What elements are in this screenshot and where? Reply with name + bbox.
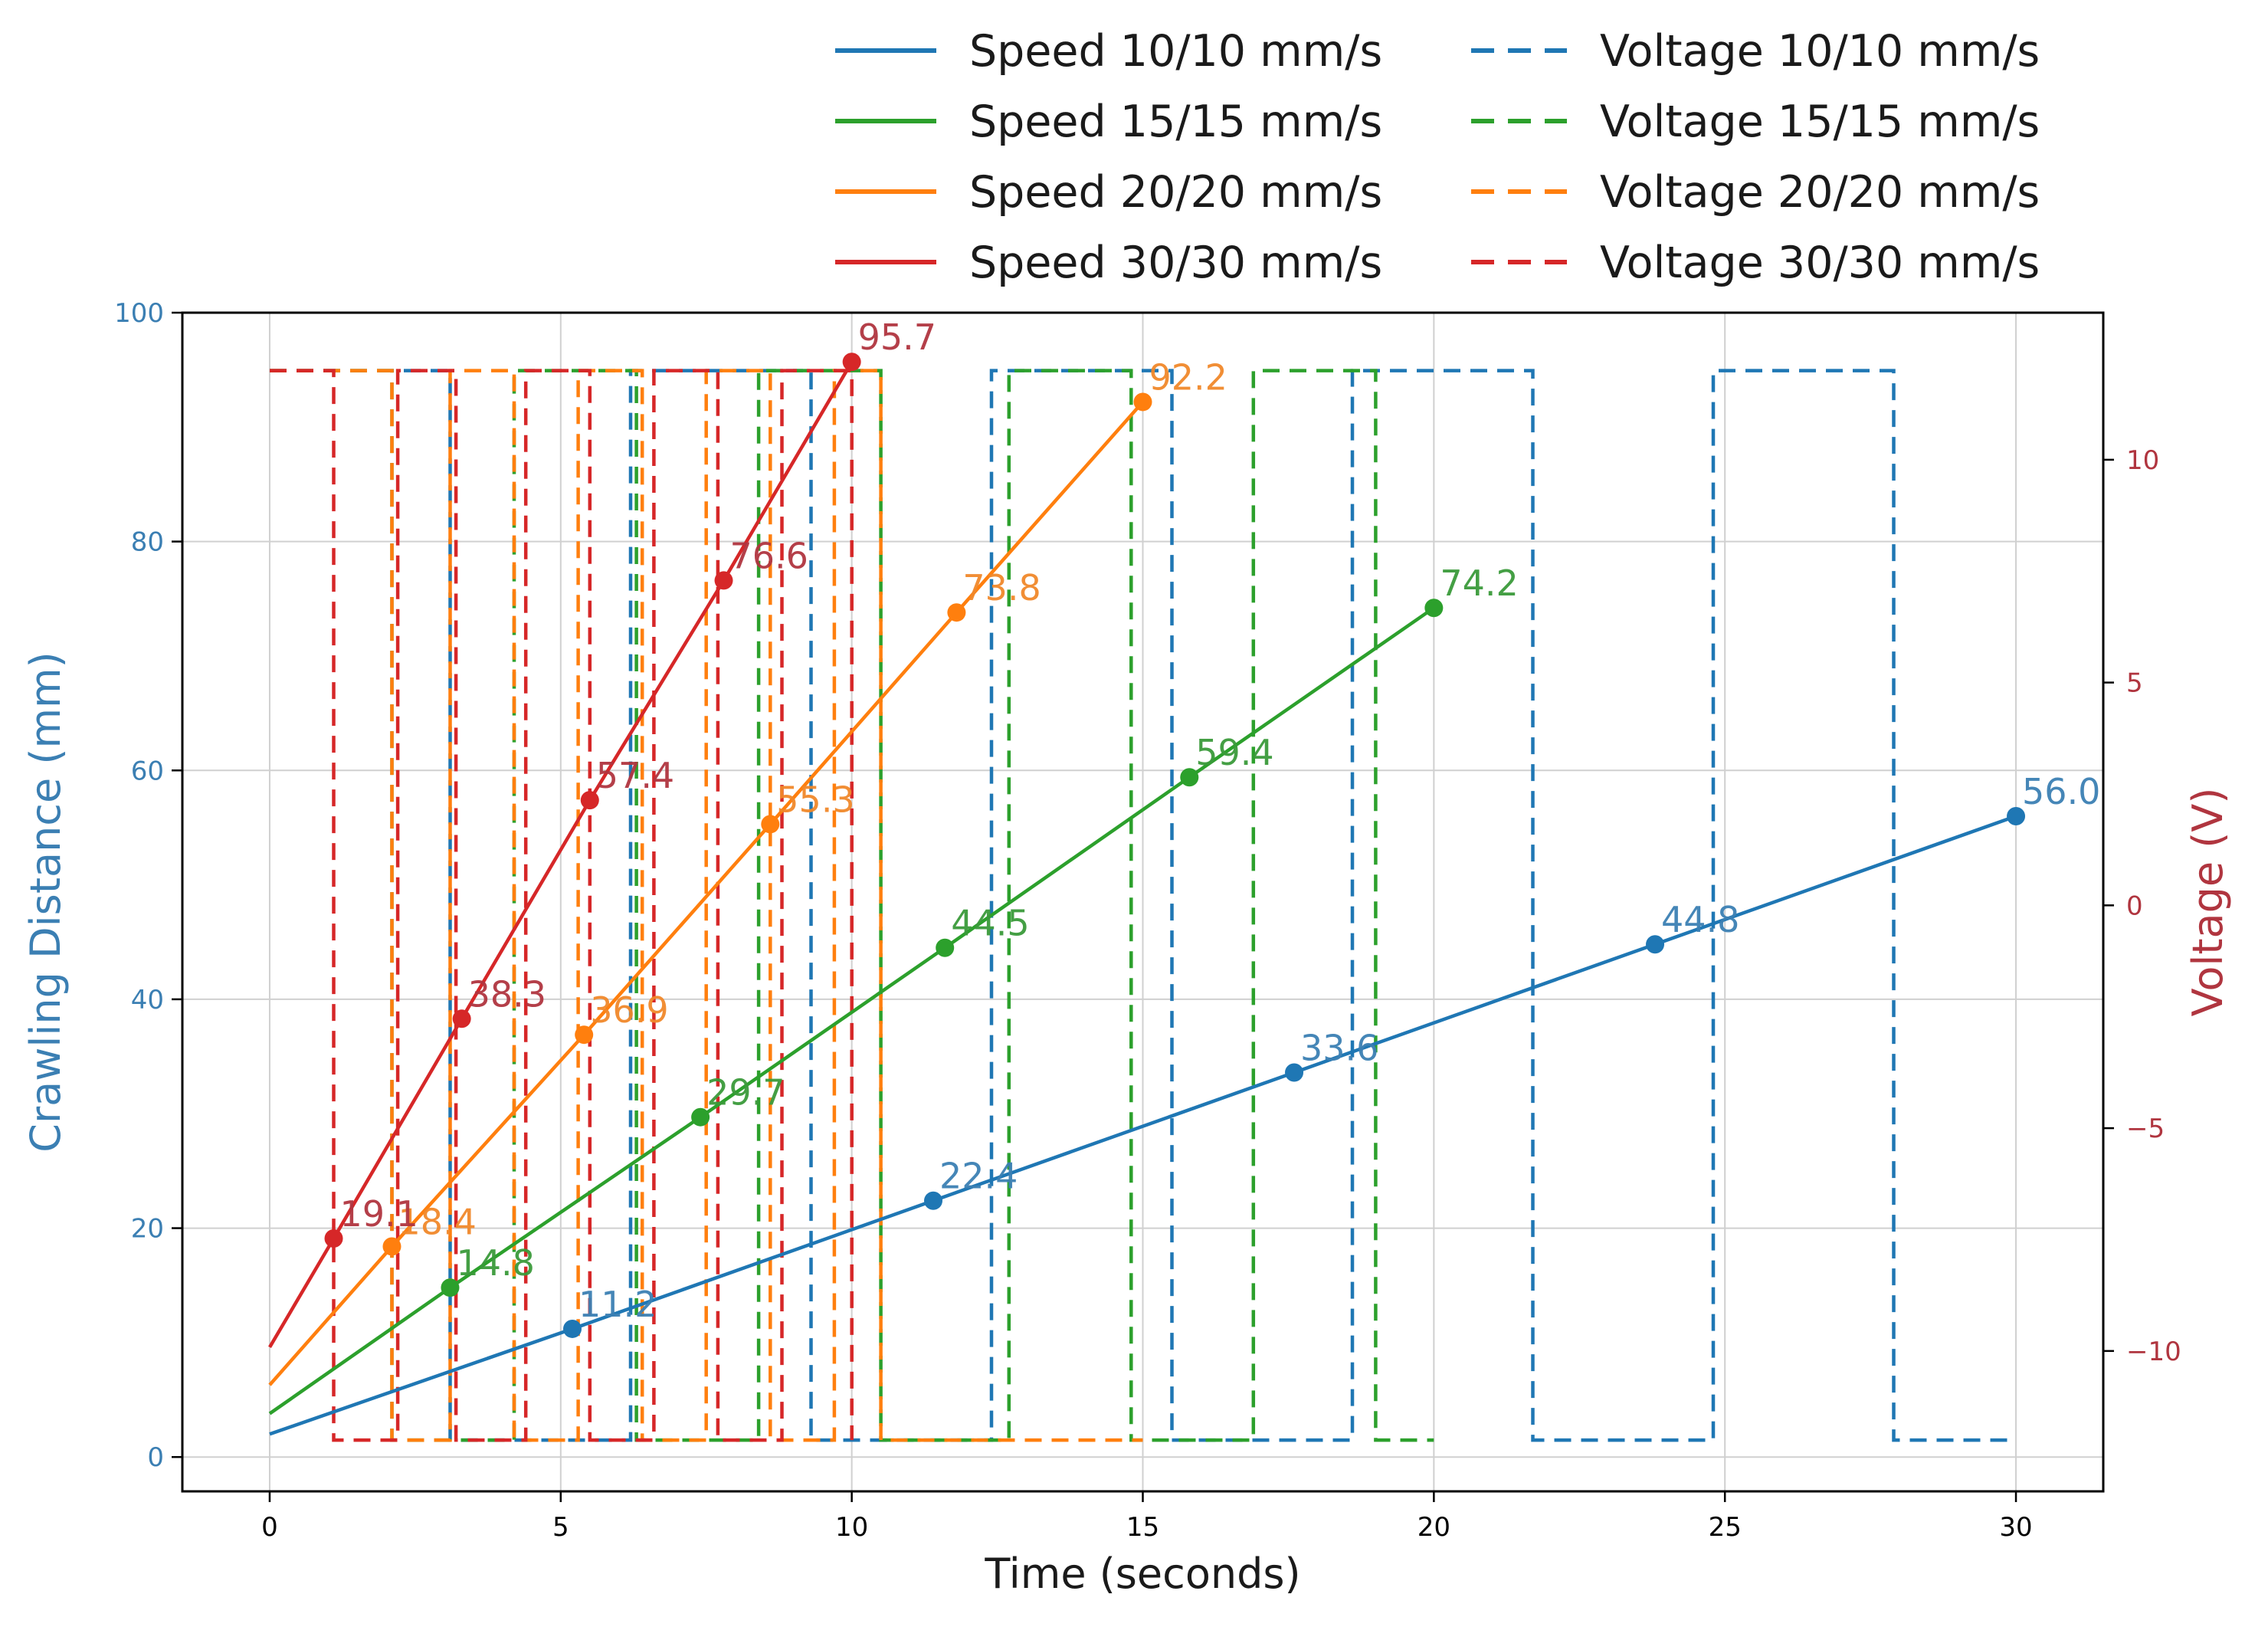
speed-series-1-point-4 [1424,599,1444,618]
data-label: 56.0 [2022,771,2100,812]
legend-entry: Voltage 30/30 mm/s [1600,238,2040,288]
voltage-series-0 [270,369,2016,1442]
y-left-axis-title: Crawling Distance (mm) [21,651,70,1152]
speed-series-line-0 [269,814,2017,1436]
y-right-axis-title: Voltage (V) [2184,788,2232,1017]
speed-series-2-point-3 [947,603,966,622]
speed-series-line-1 [268,606,1435,1415]
speed-series-line-3 [268,361,854,1349]
y-left-tick-label: 20 [131,1214,164,1245]
data-label: 22.4 [939,1156,1018,1197]
speed-series-1-point-3 [1180,768,1199,787]
speed-series-3-point-1 [452,1009,471,1028]
speed-series-1-point-1 [691,1107,710,1127]
x-tick-label: 15 [1126,1512,1159,1543]
speed-series-0-point-0 [562,1319,582,1338]
data-label: 18.4 [398,1201,476,1242]
x-tick-label: 25 [1709,1512,1742,1543]
speed-series-1-point-0 [441,1278,460,1297]
y-right-tick-label: 10 [2126,445,2159,476]
x-tick-label: 0 [261,1512,278,1543]
speed-series-3-point-0 [324,1229,343,1248]
y-right-tick-label: −10 [2126,1337,2181,1367]
speed-series-3-point-3 [714,571,733,590]
y-right-tick-label: 0 [2126,891,2143,921]
data-label: 57.4 [596,755,674,796]
y-left-tick-label: 60 [131,756,164,786]
data-label: 38.3 [468,973,546,1015]
speed-series-2-point-4 [1133,392,1152,412]
speed-series-3-point-2 [580,791,599,810]
y-left-tick-label: 100 [114,298,164,329]
data-label: 14.8 [456,1242,534,1284]
legend-entry: Voltage 10/10 mm/s [1600,26,2040,77]
legend-entry: Speed 30/30 mm/s [969,238,1382,288]
x-tick-label: 30 [1999,1512,2032,1543]
data-label: 36.9 [590,989,668,1031]
data-label: 11.2 [578,1284,657,1325]
voltage-layer [270,369,2016,1442]
legend-entry: Voltage 15/15 mm/s [1600,97,2040,147]
speed-layer [268,353,2026,1436]
y-right-tick-label: 5 [2126,668,2143,699]
legend: Speed 10/10 mm/s Speed 15/15 mm/s Speed 20… [835,26,2040,288]
speed-series-2-point-0 [382,1237,401,1256]
voltage-series-1 [270,369,1434,1442]
speed-series-1-point-2 [936,938,955,957]
legend-entry: Speed 20/20 mm/s [969,167,1382,218]
x-axis-title: Time (seconds) [984,1550,1300,1598]
data-label: 73.8 [962,567,1041,608]
speed-series-0-point-2 [1285,1063,1304,1082]
data-label: 44.5 [951,903,1029,944]
speed-series-2-point-2 [761,815,780,834]
data-label: 29.7 [706,1072,785,1114]
speed-series-3-point-4 [842,353,861,372]
data-label: 55.3 [776,779,854,820]
data-label: 76.6 [730,535,808,576]
legend-entry: Voltage 20/20 mm/s [1600,167,2040,218]
labels-layer: 11.2 22.4 33.6 44.8 56.0 14.8 29.7 44.5 59.4 74.2… [340,317,2101,1325]
data-label: 95.7 [858,317,936,358]
legend-entry: Speed 15/15 mm/s [969,97,1382,147]
legend-entry: Speed 10/10 mm/s [969,26,1382,77]
speed-series-line-2 [268,401,1145,1386]
data-label: 92.2 [1149,356,1227,398]
y-right-tick-label: −5 [2126,1114,2165,1144]
speed-series-0-point-3 [1646,935,1665,954]
y-left-tick-label: 0 [147,1442,164,1473]
speed-series-2-point-1 [575,1025,594,1045]
y-left-tick-label: 40 [131,985,164,1015]
data-label: 59.4 [1195,732,1273,773]
x-tick-label: 5 [552,1512,569,1543]
x-tick-label: 20 [1418,1512,1450,1543]
x-tick-label: 10 [835,1512,868,1543]
data-label: 19.1 [340,1193,418,1235]
speed-series-0-point-4 [2007,807,2026,826]
data-label: 33.6 [1300,1027,1378,1068]
y-left-tick-label: 80 [131,527,164,558]
data-label: 74.2 [1440,563,1518,604]
speed-series-0-point-1 [924,1191,943,1210]
voltage-series-2 [270,369,1143,1442]
voltage-series-3 [270,369,854,1442]
data-label: 44.8 [1661,899,1739,940]
axes-layer: 0 5 10 15 20 25 30 0 20 40 60 80 100 −10 −5 0 5 10 Time (s… [21,298,2232,1598]
